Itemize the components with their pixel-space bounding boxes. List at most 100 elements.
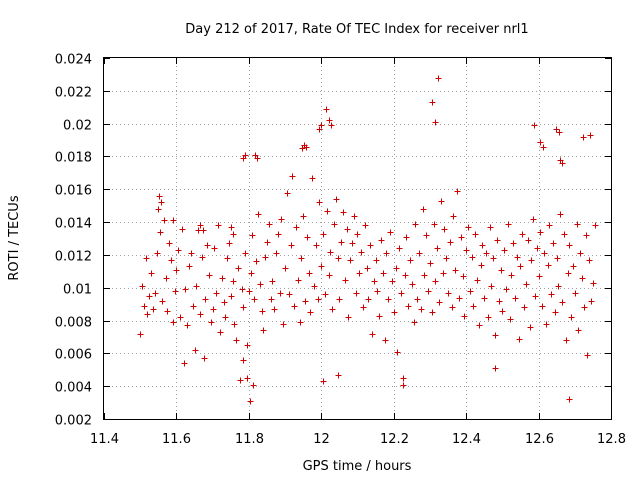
- data-point: [492, 365, 499, 372]
- data-point: [435, 75, 442, 82]
- data-point: [552, 309, 559, 316]
- data-point: [231, 321, 238, 328]
- data-point: [347, 257, 354, 264]
- data-point: [472, 231, 479, 238]
- data-point: [400, 375, 407, 382]
- data-point: [469, 254, 476, 261]
- data-point: [394, 349, 401, 356]
- y-tick-label: 0.006: [55, 348, 92, 363]
- data-point: [510, 240, 517, 247]
- data-point: [454, 188, 461, 195]
- data-point: [141, 303, 148, 310]
- data-point: [396, 245, 403, 252]
- data-point: [277, 290, 284, 297]
- data-point: [184, 322, 191, 329]
- data-point: [182, 286, 189, 293]
- data-point: [592, 222, 599, 229]
- data-point: [213, 290, 220, 297]
- y-axis-label: ROTI / TECUs: [7, 195, 22, 280]
- data-point: [354, 231, 361, 238]
- data-point: [143, 255, 150, 262]
- data-point: [168, 257, 175, 264]
- y-tick-labels: 0.002 0.004 0.006 0.008 0.01 0.012 0.014 0.016 0…: [55, 53, 92, 429]
- data-point: [527, 324, 534, 331]
- data-point: [244, 342, 251, 349]
- data-point: [485, 314, 492, 321]
- data-point: [244, 375, 251, 382]
- x-tick-label: 12.6: [525, 432, 554, 447]
- data-point: [266, 221, 273, 228]
- data-point: [358, 249, 365, 256]
- data-point: [429, 309, 436, 316]
- data-point: [353, 290, 360, 297]
- x-tick-label: 12.8: [597, 432, 626, 447]
- data-point: [405, 303, 412, 310]
- data-point: [155, 206, 162, 213]
- data-point: [402, 272, 409, 279]
- x-tick-labels: 11.4 11.6 11.8 12 12.2 12.4 12.6 12.8: [90, 432, 626, 447]
- data-point: [360, 304, 367, 311]
- data-point: [331, 221, 338, 228]
- data-point: [545, 262, 552, 269]
- data-point: [412, 221, 419, 228]
- data-point: [271, 306, 278, 313]
- data-point: [427, 260, 434, 267]
- data-point: [376, 313, 383, 320]
- data-point: [320, 378, 327, 385]
- y-tick-label: 0.012: [55, 250, 92, 265]
- data-point: [306, 270, 313, 277]
- y-tick-label: 0.018: [55, 151, 92, 166]
- data-point: [575, 327, 582, 334]
- data-point: [452, 267, 459, 274]
- data-point: [588, 298, 595, 305]
- data-point: [431, 221, 438, 228]
- data-point: [240, 357, 247, 364]
- data-point: [531, 122, 538, 129]
- data-point: [188, 250, 195, 257]
- data-point: [311, 283, 318, 290]
- data-point: [365, 296, 372, 303]
- data-point: [586, 257, 593, 264]
- data-point: [278, 216, 285, 223]
- data-point: [463, 247, 470, 254]
- data-point: [503, 286, 510, 293]
- data-point: [559, 160, 566, 167]
- data-point: [548, 291, 555, 298]
- data-point: [385, 296, 392, 303]
- data-point: [197, 222, 204, 229]
- data-point: [572, 290, 579, 297]
- data-point: [237, 377, 244, 384]
- data-point: [563, 337, 570, 344]
- data-point: [221, 299, 228, 306]
- data-point: [295, 277, 302, 284]
- data-point: [577, 250, 584, 257]
- data-point: [239, 286, 246, 293]
- axis-ticks: [104, 58, 612, 420]
- data-point: [416, 250, 423, 257]
- data-point: [309, 175, 316, 182]
- data-point: [540, 144, 547, 151]
- data-point: [315, 296, 322, 303]
- y-tick-label: 0.022: [55, 86, 92, 101]
- data-point: [150, 306, 157, 313]
- data-point: [222, 314, 229, 321]
- data-point: [546, 222, 553, 229]
- data-point: [254, 155, 261, 162]
- data-point: [557, 211, 564, 218]
- data-point: [460, 273, 467, 280]
- data-point: [566, 242, 573, 249]
- data-point: [289, 173, 296, 180]
- data-point: [568, 314, 575, 321]
- data-point: [199, 254, 206, 261]
- data-point: [228, 224, 235, 231]
- data-point: [338, 239, 345, 246]
- data-point: [186, 263, 193, 270]
- data-point: [345, 314, 352, 321]
- data-point: [326, 272, 333, 279]
- data-point: [307, 309, 314, 316]
- data-point: [440, 270, 447, 277]
- data-point: [481, 295, 488, 302]
- data-point: [565, 270, 572, 277]
- data-point: [407, 257, 414, 264]
- data-point: [269, 278, 276, 285]
